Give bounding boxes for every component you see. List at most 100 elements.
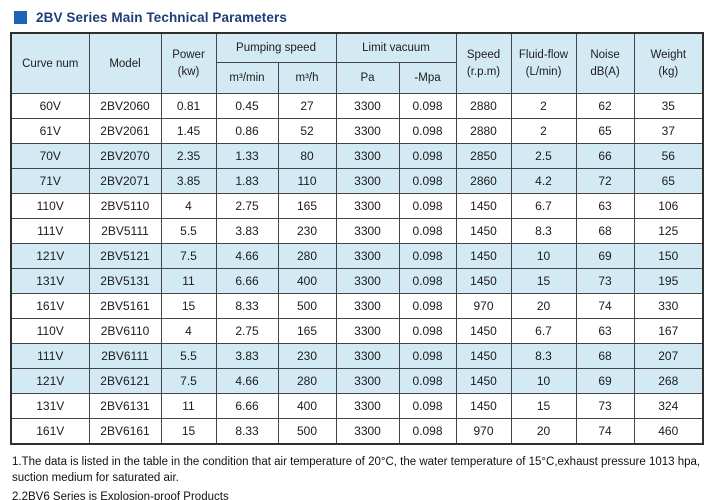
table-cell-curve: 161V [10,418,90,445]
table-cell-m3min: 8.33 [215,293,279,319]
table-cell-pa: 3300 [335,293,400,319]
table-cell-power: 2.35 [160,143,217,169]
table-cell-pa: 3300 [335,243,400,269]
table-cell-model: 2BV6161 [88,418,162,445]
table-cell-m3h: 230 [277,218,337,244]
table-cell-m3min: 2.75 [215,318,279,344]
table-cell-model: 2BV2060 [88,93,162,119]
table-row: 111V 2BV5111 5.5 3.83 230 3300 0.098 1450 8.3 68 1… [10,218,704,244]
table-cell-speed: 2860 [455,168,512,194]
table-cell-speed: 1450 [455,368,512,394]
table-cell-speed: 1450 [455,343,512,369]
table-cell-noise: 68 [575,343,635,369]
col-header-m3h: m³/h [277,62,337,94]
table-cell-curve: 60V [10,93,90,119]
table-cell-fluid: 8.3 [510,218,577,244]
table-cell-noise: 63 [575,318,635,344]
table-cell-model: 2BV5111 [88,218,162,244]
table-cell-pa: 3300 [335,368,400,394]
table-cell-weight: 330 [633,293,704,319]
table-cell-weight: 460 [633,418,704,445]
table-cell-mpa: 0.098 [398,368,457,394]
table-cell-fluid: 2 [510,93,577,119]
table-cell-pa: 3300 [335,393,400,419]
table-cell-noise: 74 [575,293,635,319]
table-cell-pa: 3300 [335,218,400,244]
table-cell-mpa: 0.098 [398,393,457,419]
table-cell-weight: 56 [633,143,704,169]
table-cell-noise: 69 [575,368,635,394]
table-cell-mpa: 0.098 [398,143,457,169]
table-cell-weight: 195 [633,268,704,294]
table-cell-power: 0.81 [160,93,217,119]
table-cell-noise: 73 [575,393,635,419]
table-cell-speed: 1450 [455,243,512,269]
table-cell-noise: 74 [575,418,635,445]
col-header-curve-num: Curve num [10,32,90,94]
col-header-fluid-flow-line1: Fluid-flow [518,48,569,61]
table-cell-curve: 111V [10,343,90,369]
table-cell-power: 5.5 [160,343,217,369]
table-cell-m3h: 80 [277,143,337,169]
table-cell-m3h: 400 [277,268,337,294]
table-cell-speed: 1450 [455,393,512,419]
table-cell-pa: 3300 [335,118,400,144]
table-cell-fluid: 8.3 [510,343,577,369]
table-cell-model: 2BV5121 [88,243,162,269]
table-cell-noise: 66 [575,143,635,169]
col-header-noise-line1: Noise [590,48,620,61]
table-cell-weight: 65 [633,168,704,194]
table-cell-noise: 73 [575,268,635,294]
table-cell-fluid: 15 [510,268,577,294]
table-cell-m3h: 280 [277,368,337,394]
table-body: 60V 2BV2060 0.81 0.45 27 3300 0.098 2880 2 62 35 61… [10,93,704,445]
table-cell-fluid: 6.7 [510,193,577,219]
table-cell-model: 2BV2070 [88,143,162,169]
col-header-pa: Pa [335,62,400,94]
col-header-weight: Weight (kg) [633,32,704,94]
table-cell-noise: 62 [575,93,635,119]
col-header-noise: Noise dB(A) [575,32,635,94]
table-cell-curve: 111V [10,218,90,244]
col-header-power-line1: Power [172,48,205,61]
table-cell-pa: 3300 [335,318,400,344]
table-cell-power: 4 [160,193,217,219]
table-row: 110V 2BV6110 4 2.75 165 3300 0.098 1450 6.7 63 167 [10,318,704,344]
table-cell-mpa: 0.098 [398,293,457,319]
table-row: 131V 2BV6131 11 6.66 400 3300 0.098 1450 15 73 324 [10,393,704,419]
section-title-row: 2BV Series Main Technical Parameters [14,8,703,26]
table-cell-mpa: 0.098 [398,243,457,269]
table-cell-m3min: 4.66 [215,368,279,394]
table-cell-model: 2BV5131 [88,268,162,294]
table-cell-mpa: 0.098 [398,318,457,344]
table-cell-weight: 324 [633,393,704,419]
table-cell-weight: 207 [633,343,704,369]
table-cell-noise: 68 [575,218,635,244]
table-cell-fluid: 2.5 [510,143,577,169]
table-cell-power: 1.45 [160,118,217,144]
table-cell-m3min: 6.66 [215,268,279,294]
table-row: 110V 2BV5110 4 2.75 165 3300 0.098 1450 6.7 63 106 [10,193,704,219]
table-cell-weight: 35 [633,93,704,119]
table-row: 61V 2BV2061 1.45 0.86 52 3300 0.098 2880 2 65 37 [10,118,704,144]
col-header-speed: Speed (r.p.m) [455,32,512,94]
table-cell-speed: 1450 [455,193,512,219]
table-row: 60V 2BV2060 0.81 0.45 27 3300 0.098 2880 2 62 35 [10,93,704,119]
table-cell-speed: 1450 [455,268,512,294]
table-cell-power: 15 [160,418,217,445]
table-cell-fluid: 20 [510,293,577,319]
table-row: 161V 2BV5161 15 8.33 500 3300 0.098 970 20 74 330 [10,293,704,319]
table-cell-m3h: 165 [277,193,337,219]
table-cell-mpa: 0.098 [398,168,457,194]
table-cell-speed: 1450 [455,218,512,244]
table-cell-pa: 3300 [335,193,400,219]
table-cell-pa: 3300 [335,268,400,294]
page-title: 2BV Series Main Technical Parameters [36,9,287,25]
table-cell-speed: 2880 [455,93,512,119]
table-cell-pa: 3300 [335,418,400,445]
table-cell-m3min: 2.75 [215,193,279,219]
table-cell-m3h: 500 [277,418,337,445]
table-cell-noise: 65 [575,118,635,144]
table-cell-weight: 150 [633,243,704,269]
table-cell-curve: 121V [10,243,90,269]
